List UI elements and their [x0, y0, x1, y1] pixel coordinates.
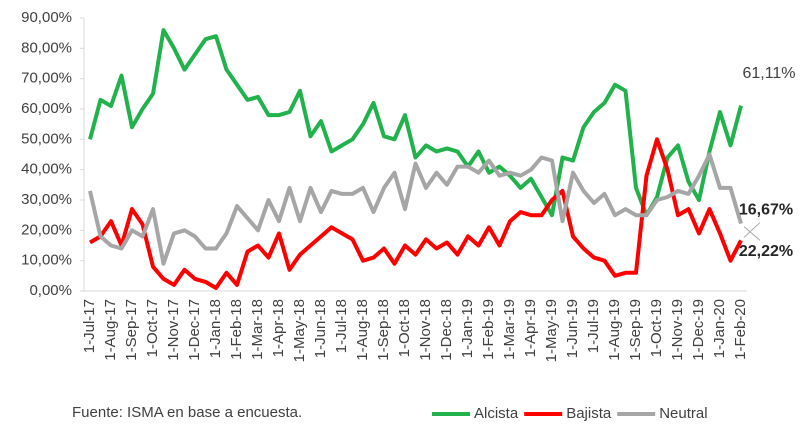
x-tick-label: 1-Sep-19	[627, 299, 644, 361]
legend-label: Alcista	[474, 405, 519, 422]
legend-label: Bajista	[566, 405, 612, 422]
label-leader	[743, 222, 761, 238]
legend-label: Neutral	[659, 405, 707, 422]
data-label: 22,22%	[739, 243, 793, 260]
y-tick-label: 30,00%	[21, 191, 72, 208]
y-tick-label: 70,00%	[21, 70, 72, 87]
y-tick-label: 40,00%	[21, 161, 72, 178]
y-tick-label: 20,00%	[21, 221, 72, 238]
x-tick-label: 1-Jul-17	[81, 299, 98, 353]
y-tick-label: 80,00%	[21, 39, 72, 56]
x-tick-label: 1-Sep-17	[123, 299, 140, 361]
series-line	[88, 152, 743, 266]
x-tick-label: 1-Aug-17	[102, 299, 119, 361]
x-tick-label: 1-Dec-17	[186, 299, 203, 361]
x-tick-label: 1-Mar-18	[249, 299, 266, 360]
label-leader	[743, 226, 761, 241]
x-tick-label: 1-Jun-18	[312, 299, 329, 358]
x-tick-label: 1-Nov-17	[165, 299, 182, 361]
x-tick-label: 1-Dec-18	[438, 299, 455, 361]
series-line	[88, 28, 743, 218]
y-tick-label: 50,00%	[21, 130, 72, 147]
x-tick-label: 1-Dec-19	[690, 299, 707, 361]
y-tick-label: 60,00%	[21, 100, 72, 117]
series-line	[88, 137, 743, 290]
x-tick-label: 1-Jun-19	[564, 299, 581, 358]
x-tick-label: 1-Mar-19	[501, 299, 518, 360]
x-tick-label: 1-Jan-20	[711, 299, 728, 358]
x-tick-label: 1-Feb-19	[480, 299, 497, 360]
x-tick-label: 1-May-19	[543, 299, 560, 362]
x-tick-label: 1-Oct-18	[396, 299, 413, 357]
x-tick-label: 1-Jan-18	[207, 299, 224, 358]
x-tick-label: 1-Jul-18	[333, 299, 350, 353]
x-tick-label: 1-Feb-20	[732, 299, 749, 360]
x-tick-label: 1-Sep-18	[375, 299, 392, 361]
x-tick-label: 1-Aug-18	[354, 299, 371, 361]
source-note: Fuente: ISMA en base a encuesta.	[72, 404, 302, 421]
x-tick-label: 1-Nov-19	[669, 299, 686, 361]
data-label: 16,67%	[739, 202, 793, 219]
x-tick-label: 1-May-18	[291, 299, 308, 362]
x-tick-label: 1-Nov-18	[417, 299, 434, 361]
x-tick-label: 1-Apr-19	[522, 299, 539, 357]
x-tick-label: 1-Feb-18	[228, 299, 245, 360]
x-tick-label: 1-Aug-19	[606, 299, 623, 361]
x-tick-label: 1-Oct-19	[648, 299, 665, 357]
x-tick-label: 1-Jan-19	[459, 299, 476, 358]
x-tick-label: 1-Jul-19	[585, 299, 602, 353]
x-tick-label: 1-Apr-18	[270, 299, 287, 357]
y-tick-label: 90,00%	[21, 9, 72, 26]
x-tick-label: 1-Oct-17	[144, 299, 161, 357]
data-label: 61,11%	[742, 65, 795, 82]
y-tick-label: 10,00%	[21, 252, 72, 269]
y-tick-label: 0,00%	[29, 282, 72, 299]
